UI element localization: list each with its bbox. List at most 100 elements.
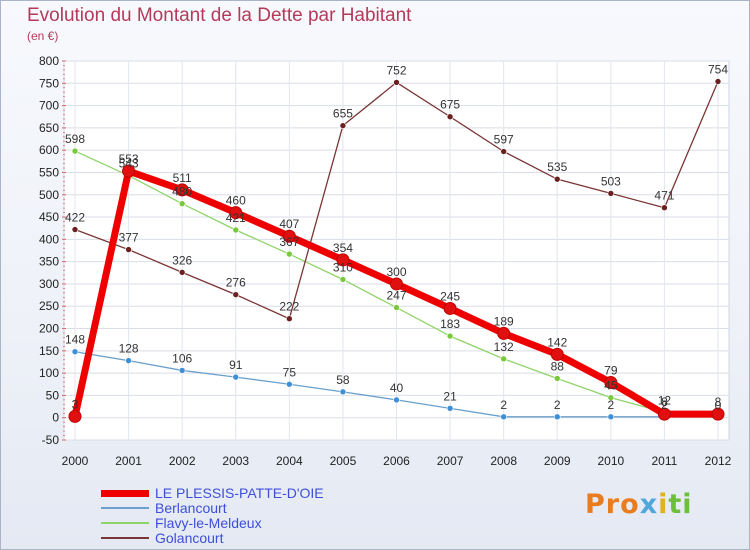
data-label: 655 (333, 107, 353, 121)
data-label: 189 (494, 314, 514, 328)
series-line (74, 351, 666, 418)
y-tick-label: 700 (39, 99, 59, 113)
data-point (714, 78, 722, 85)
data-label: 2 (661, 398, 668, 412)
legend-swatch (101, 537, 149, 540)
legend: LE PLESSIS-PATTE-D'OIE Berlancourt Flavy-l… (101, 485, 324, 545)
data-label: 553 (119, 152, 139, 166)
data-point (232, 291, 240, 298)
y-tick-label: 750 (39, 76, 59, 90)
legend-swatch (101, 489, 149, 497)
data-point (178, 367, 186, 374)
y-tick-label: 450 (39, 210, 59, 224)
y-tick-label: 200 (39, 322, 59, 336)
data-point (711, 407, 725, 421)
data-point (175, 183, 189, 197)
y-tick-label: 150 (39, 344, 59, 358)
x-tick-label: 2001 (115, 454, 142, 468)
grid (63, 60, 730, 441)
data-point (607, 413, 615, 421)
legend-item: Flavy-le-Meldeux (101, 515, 324, 530)
x-tick-label: 2009 (544, 454, 571, 468)
data-label: 480 (172, 185, 192, 199)
legend-label: Flavy-le-Meldeux (155, 514, 262, 531)
data-label: 675 (440, 98, 460, 112)
data-label: 79 (604, 363, 618, 377)
data-point (500, 148, 507, 155)
data-label: 247 (386, 289, 406, 303)
x-tick-label: 2003 (222, 454, 249, 468)
data-label: 460 (226, 194, 246, 208)
data-point (446, 113, 454, 121)
data-label: 8 (661, 395, 668, 409)
data-label: 300 (386, 265, 406, 279)
data-label: 40 (390, 381, 404, 395)
x-tick-label: 2011 (652, 454, 678, 468)
data-point (553, 375, 561, 382)
series-layer (68, 78, 725, 423)
data-point (604, 375, 618, 389)
legend-label: LE PLESSIS-PATTE-D'OIE (155, 484, 324, 501)
data-point (178, 269, 186, 276)
legend-item: Golancourt (101, 530, 324, 545)
y-tick-label: 500 (39, 188, 59, 202)
data-label: 21 (443, 389, 457, 403)
data-point (336, 253, 350, 267)
data-label: 8 (715, 395, 722, 409)
chart-unit-label: (en €) (27, 29, 59, 43)
data-label: 3 (72, 397, 79, 411)
data-point (339, 122, 347, 129)
series-flavy-le-meldeux (71, 147, 722, 422)
y-tick-label: 800 (39, 54, 59, 68)
data-label: 0 (715, 399, 722, 413)
series-le-plessis-patte-d-oie (68, 164, 725, 423)
x-tick-label: 2006 (383, 454, 410, 468)
x-tick-label: 2007 (437, 454, 464, 468)
data-label: 407 (279, 217, 299, 231)
data-point (607, 190, 615, 197)
data-label: 148 (65, 333, 85, 347)
x-tick-label: 2012 (705, 454, 732, 468)
data-point (71, 226, 79, 233)
data-label: 183 (440, 317, 460, 331)
data-point (657, 407, 671, 421)
data-label: 367 (279, 235, 299, 249)
y-tick-label: 400 (39, 232, 59, 246)
data-point (607, 394, 615, 401)
data-point (232, 226, 240, 234)
data-point (125, 246, 132, 253)
data-label: 222 (279, 300, 299, 314)
data-label: 2 (607, 398, 614, 412)
data-point (71, 147, 79, 155)
data-label: 326 (172, 253, 192, 267)
legend-item: LE PLESSIS-PATTE-D'OIE (101, 485, 324, 500)
data-point (443, 301, 457, 315)
data-label: 597 (494, 133, 514, 147)
data-point (286, 315, 293, 323)
data-point (500, 413, 507, 421)
data-label: 276 (226, 276, 246, 290)
data-label: 12 (658, 393, 672, 407)
data-label: 128 (119, 342, 139, 356)
data-label: 754 (708, 63, 728, 77)
data-point (393, 304, 400, 311)
y-tick-label: 250 (39, 299, 59, 313)
data-label: 598 (65, 132, 85, 146)
data-point (339, 276, 347, 283)
y-tick-label: 50 (46, 388, 60, 402)
data-label: 511 (173, 171, 192, 185)
legend-label: Berlancourt (155, 499, 227, 516)
data-label: 88 (551, 359, 565, 373)
x-tick-label: 2010 (597, 454, 624, 468)
data-label: 2 (554, 398, 561, 412)
legend-label: Golancourt (155, 529, 224, 546)
legend-swatch (101, 522, 149, 525)
data-label: 2 (500, 398, 507, 412)
data-point (550, 347, 564, 361)
data-label: 752 (386, 63, 406, 77)
data-point (393, 396, 400, 404)
y-tick-label: 550 (39, 165, 59, 179)
